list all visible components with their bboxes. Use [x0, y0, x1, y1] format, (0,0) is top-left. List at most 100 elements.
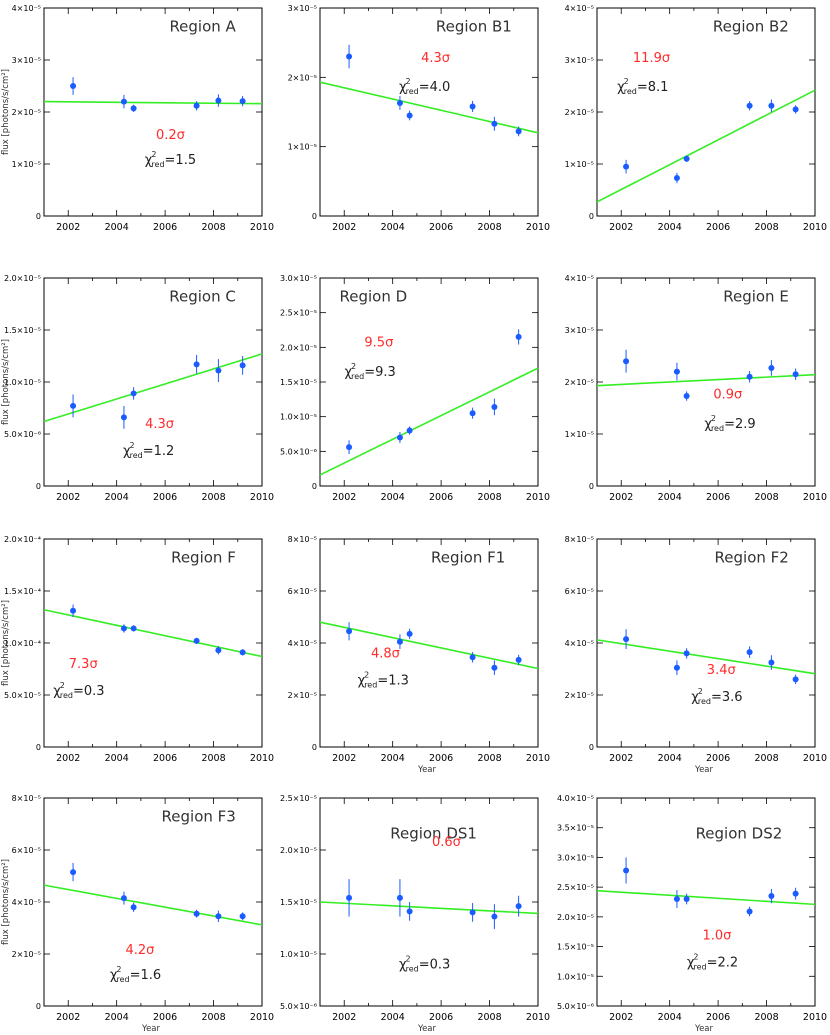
y-tick-label: 8×10⁻⁵ — [565, 535, 594, 544]
x-axis-label: Year — [417, 765, 437, 775]
data-point — [346, 894, 353, 901]
data-point — [215, 367, 222, 374]
chart-panel: 2002 2004 2006 2008 2010 0 1×10⁻⁵ 2×10⁻⁵ 3×10⁻⁵ R… — [288, 4, 551, 233]
data-point — [683, 896, 690, 903]
fit-line — [43, 608, 263, 658]
data-point — [623, 867, 630, 874]
data-point — [683, 155, 690, 162]
x-tick-label: 2006 — [153, 753, 177, 764]
data-point — [70, 607, 77, 614]
x-tick-label: 2008 — [754, 222, 778, 233]
x-tick-label: 2002 — [332, 1012, 356, 1023]
data-point — [469, 909, 476, 916]
y-tick-label: 0 — [36, 1002, 41, 1011]
y-tick-label: 3×10⁻⁵ — [288, 4, 317, 13]
data-point — [346, 444, 353, 451]
x-tick-label: 2004 — [381, 492, 405, 503]
y-tick-label: 0 — [312, 212, 317, 221]
data-point — [120, 98, 127, 105]
data-point — [515, 656, 522, 663]
plot-frame — [596, 277, 816, 487]
y-tick-label: 5.0×10⁻⁶ — [280, 1002, 317, 1011]
y-tick-label: 2×10⁻⁵ — [288, 73, 317, 82]
data-point — [239, 649, 246, 656]
fit-line — [596, 889, 816, 906]
chart-panel: 2002 2004 2006 2008 2010 0 5.0×10⁻⁵ 1.0×10⁻⁴ 1.5… — [1, 535, 274, 764]
data-point — [792, 890, 799, 897]
data-point — [792, 106, 799, 113]
chart-panel: 2002 2004 2006 2008 2010 0 1×10⁻⁵ 2×10⁻⁵ 3×10⁻⁵ 4… — [565, 274, 828, 503]
data-point — [683, 393, 690, 400]
data-point — [70, 869, 77, 876]
chi-square-label: χ2 red=1.2 — [123, 441, 174, 460]
y-tick-label: 0 — [36, 212, 41, 221]
chi-square-label: χ2 red=0.3 — [399, 955, 450, 974]
x-tick-label: 2002 — [609, 753, 633, 764]
y-tick-label: 2.5×10⁻⁵ — [557, 883, 594, 892]
x-tick-label: 2006 — [153, 492, 177, 503]
significance-label: 0.6σ — [432, 835, 461, 850]
chi-square-label: χ2 red=3.6 — [691, 687, 742, 706]
y-axis-label: flux [photons/s/cm²] — [1, 600, 11, 686]
data-point — [130, 625, 137, 632]
x-tick-label: 2004 — [658, 1012, 682, 1023]
panel-title: Region F2 — [715, 549, 789, 567]
x-tick-label: 2006 — [706, 222, 730, 233]
panel-title: Region B1 — [436, 18, 512, 36]
x-tick-label: 2010 — [803, 1012, 827, 1023]
y-tick-label: 2.0×10⁻⁵ — [280, 846, 317, 855]
x-tick-label: 2004 — [658, 492, 682, 503]
fit-line — [596, 89, 816, 203]
significance-label: 3.4σ — [707, 663, 736, 678]
x-tick-label: 2010 — [803, 492, 827, 503]
data-point — [193, 637, 200, 644]
chart-panel: 2002 2004 2006 2008 2010 0 2×10⁻⁵ 4×10⁻⁵ 6×10⁻⁵ 8… — [1, 794, 274, 1034]
plot-frame — [596, 797, 816, 1007]
y-tick-label: 1.5×10⁻⁴ — [4, 587, 41, 596]
y-tick-label: 3.0×10⁻⁵ — [280, 274, 317, 283]
y-tick-label: 5.0×10⁻⁵ — [4, 691, 41, 700]
data-point — [239, 913, 246, 920]
y-tick-label: 1×10⁻⁵ — [565, 430, 594, 439]
data-point — [768, 659, 775, 666]
x-tick-label: 2010 — [803, 222, 827, 233]
x-axis-label: Year — [694, 1024, 714, 1034]
y-tick-label: 2×10⁻⁵ — [12, 950, 41, 959]
fit-line — [319, 901, 539, 915]
chi-square-label: χ2 red=1.3 — [358, 671, 409, 690]
y-tick-label: 0 — [312, 743, 317, 752]
x-tick-label: 2006 — [429, 222, 453, 233]
x-tick-label: 2004 — [658, 753, 682, 764]
fit-line — [319, 367, 539, 476]
data-point — [396, 638, 403, 645]
x-tick-label: 2004 — [381, 753, 405, 764]
data-point — [673, 368, 680, 375]
data-point — [120, 895, 127, 902]
x-tick-label: 2006 — [429, 1012, 453, 1023]
data-point — [746, 649, 753, 656]
plot-frame — [319, 538, 539, 748]
data-point — [130, 904, 137, 911]
y-tick-label: 1.0×10⁻⁵ — [280, 950, 317, 959]
y-tick-label: 2×10⁻⁵ — [565, 108, 594, 117]
fit-line — [319, 81, 539, 134]
y-tick-label: 3.5×10⁻⁵ — [557, 824, 594, 833]
chi-square-label: χ2 red=0.3 — [53, 681, 104, 700]
panel-title: Region E — [723, 288, 789, 306]
data-point — [70, 402, 77, 409]
y-tick-label: 0 — [589, 482, 594, 491]
significance-label: 0.2σ — [156, 128, 185, 143]
data-point — [469, 410, 476, 417]
y-tick-label: 0 — [589, 212, 594, 221]
y-tick-label: 2.5×10⁻⁵ — [280, 794, 317, 803]
data-point — [491, 120, 498, 127]
x-tick-label: 2004 — [105, 222, 129, 233]
x-tick-label: 2008 — [477, 492, 501, 503]
chi-square-label: χ2 red=8.1 — [617, 77, 668, 96]
chart-panel: 2002 2004 2006 2008 2010 5.0×10⁻⁶ 1.0×10⁻⁵ 1.5×… — [280, 794, 550, 1034]
x-tick-label: 2010 — [250, 753, 274, 764]
data-point — [746, 102, 753, 109]
data-point — [70, 83, 77, 89]
x-tick-label: 2004 — [105, 492, 129, 503]
y-tick-label: 1.0×10⁻⁵ — [4, 378, 41, 387]
